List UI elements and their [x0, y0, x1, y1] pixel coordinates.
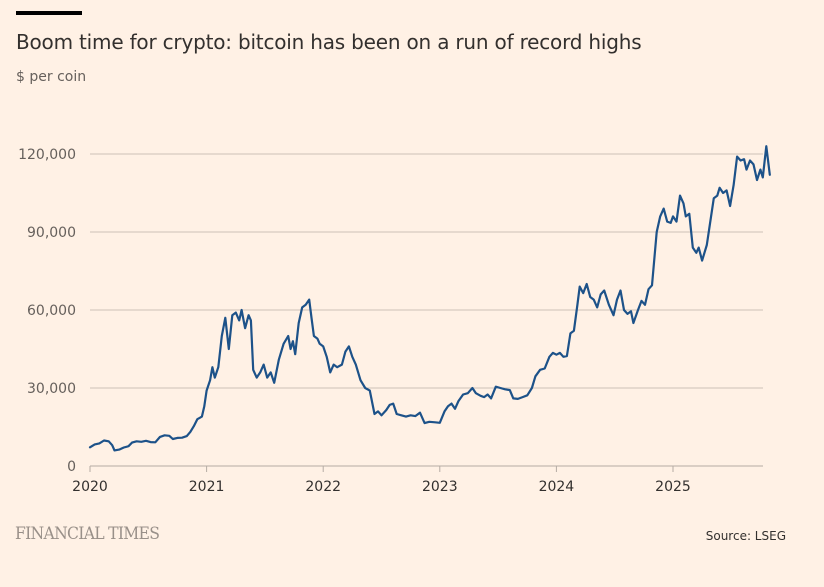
x-tick-label: 2022 [305, 479, 341, 495]
y-tick-label: 90,000 [27, 225, 76, 241]
x-tick-label: 2021 [189, 479, 225, 495]
x-tick-label: 2025 [655, 479, 691, 495]
y-tick-label: 120,000 [18, 147, 76, 163]
chart-subtitle: $ per coin [16, 69, 87, 85]
y-tick-label: 30,000 [27, 381, 76, 397]
y-axis: 0 30,000 60,000 90,000 120,000 [18, 147, 76, 475]
x-tick-label: 2020 [72, 479, 108, 495]
source-note: Source: LSEG [705, 529, 786, 543]
y-tick-label: 60,000 [27, 303, 76, 319]
series-layer [88, 145, 771, 452]
header-accent-bar [16, 11, 82, 15]
x-tick-label: 2024 [539, 479, 575, 495]
x-tick-label: 2023 [422, 479, 458, 495]
y-tick-label: 0 [67, 459, 76, 475]
gridlines [90, 153, 763, 467]
series-line-bitcoin [88, 145, 771, 452]
chart-title: Boom time for crypto: bitcoin has been o… [16, 30, 642, 54]
x-axis: 2020 2021 2022 2023 2024 2025 [72, 466, 691, 495]
ft-logo: FINANCIAL TIMES [15, 524, 160, 544]
